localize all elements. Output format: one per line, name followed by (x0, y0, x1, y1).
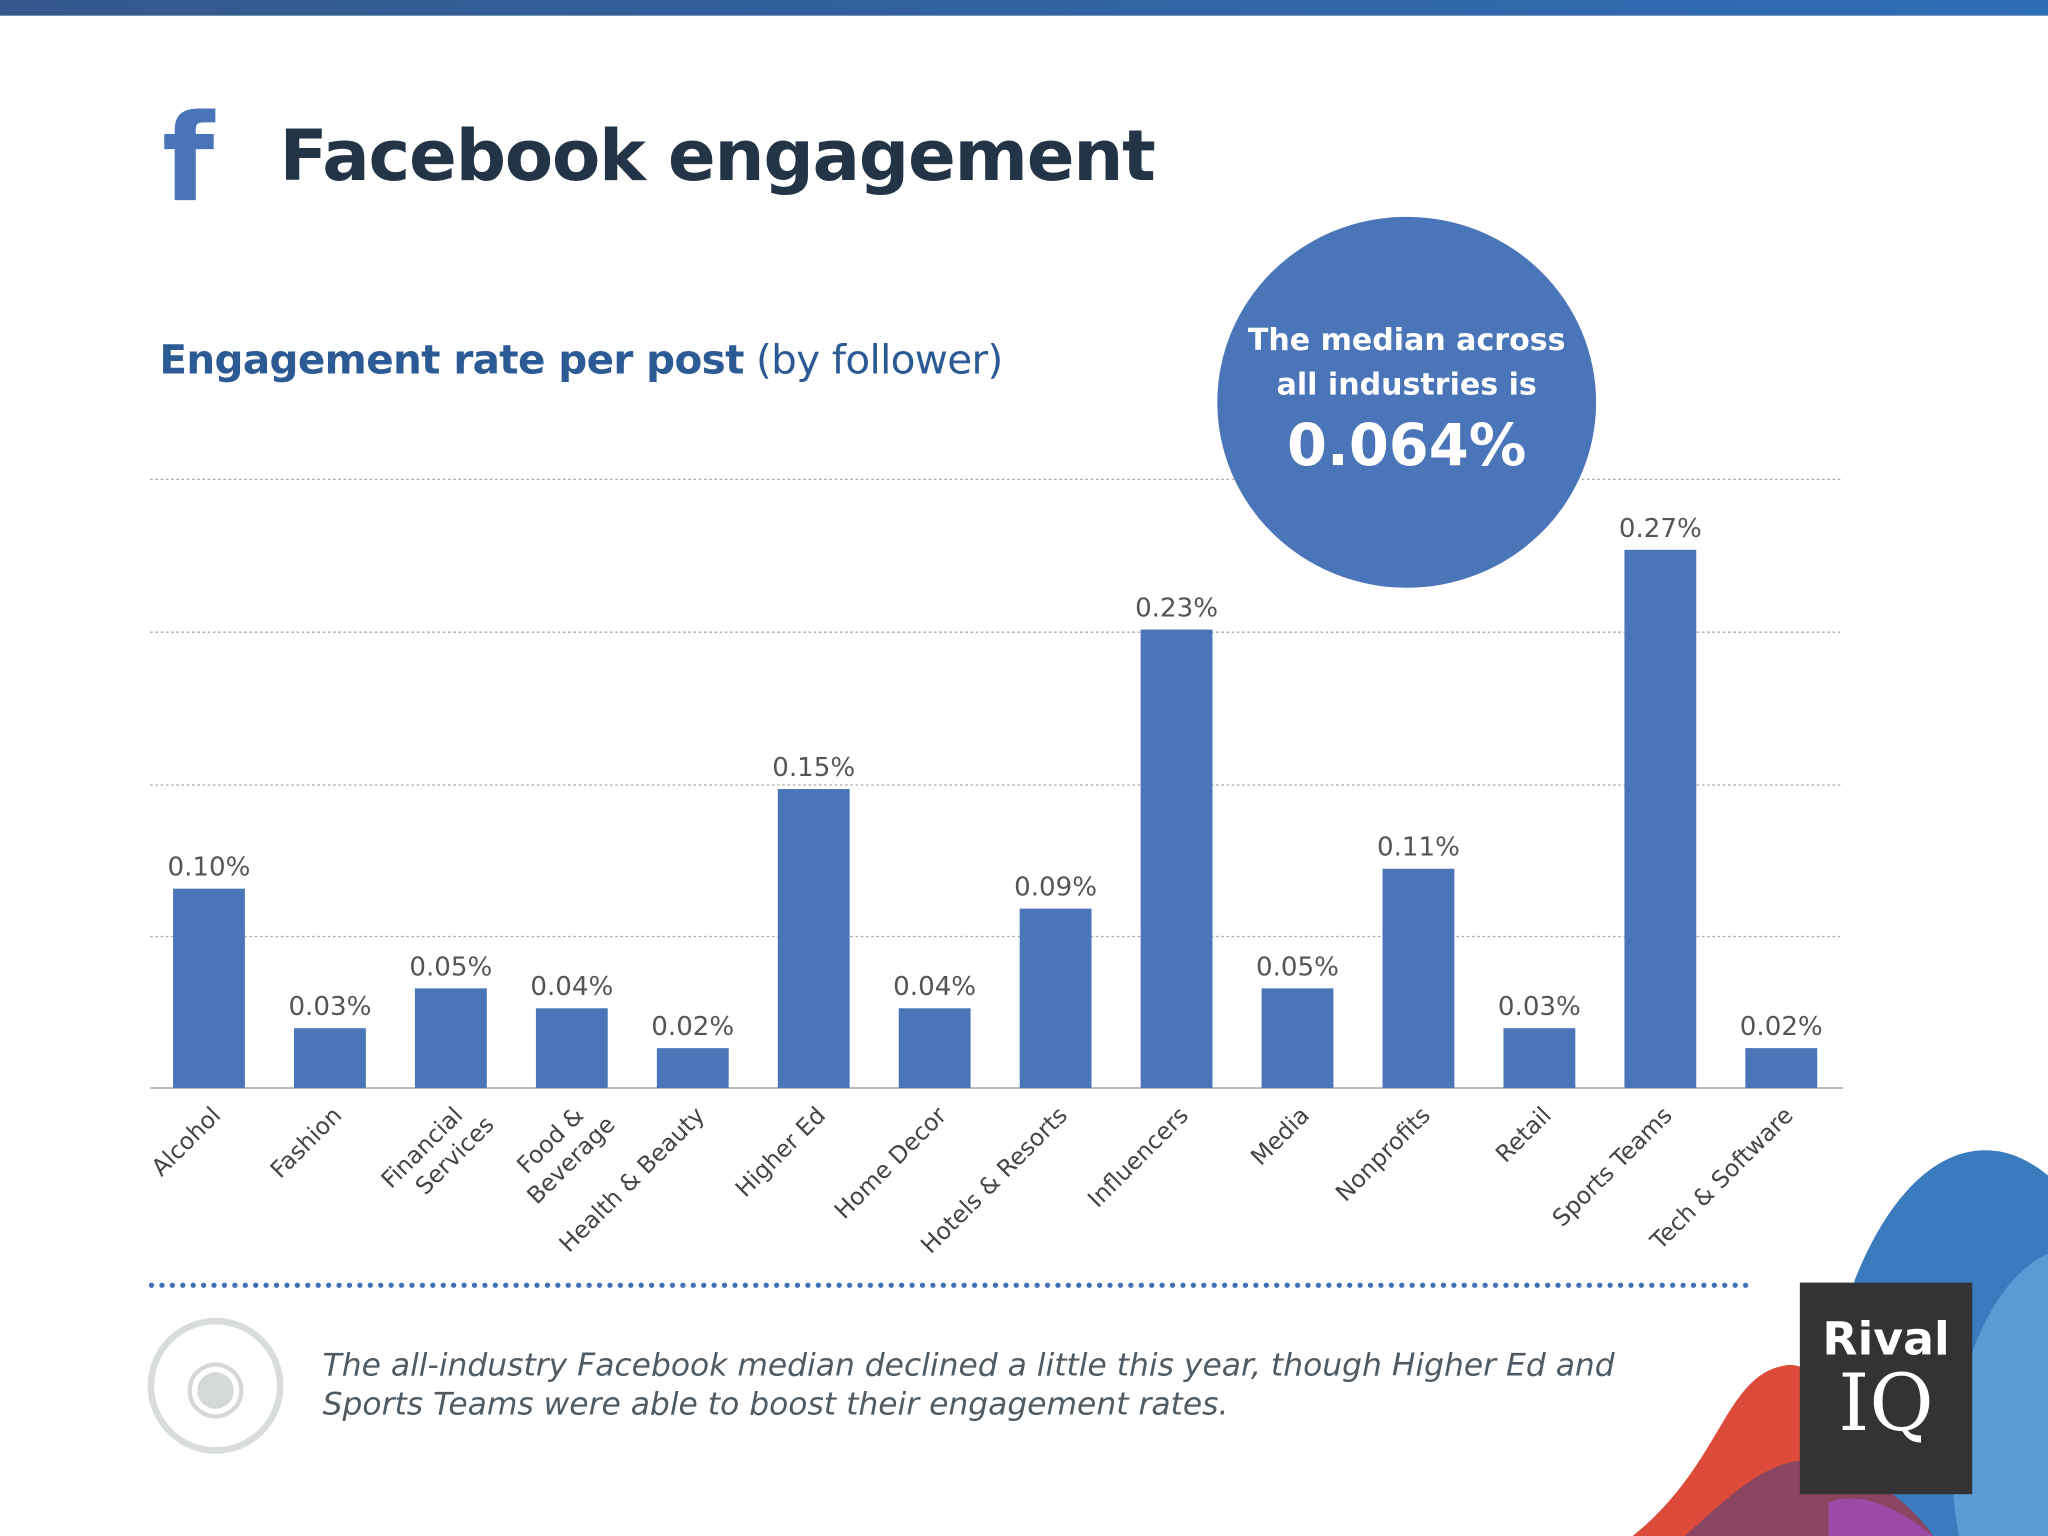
bar (1382, 868, 1455, 1088)
subtitle-rest: (by follower) (756, 336, 1003, 384)
subtitle-bold: Engagement rate per post (159, 336, 744, 384)
data-label: 0.10% (168, 853, 251, 883)
bar (1019, 908, 1092, 1088)
rivaliq-logo: Rival IQ (1799, 1282, 1973, 1495)
footnote: The all-industry Facebook median decline… (322, 1346, 1615, 1423)
divider (148, 1282, 1751, 1288)
category-label: Alcohol (146, 1101, 226, 1181)
data-label: 0.05% (1256, 952, 1339, 982)
data-label: 0.15% (772, 753, 855, 783)
data-label: 0.09% (1014, 873, 1097, 903)
data-label: 0.23% (1135, 594, 1218, 624)
category-label: Sports Teams (1547, 1101, 1678, 1232)
page-title: Facebook engagement (279, 114, 1156, 198)
top-bar (0, 0, 2048, 16)
bar (1503, 1028, 1576, 1088)
category-label: Higher Ed (730, 1101, 831, 1202)
data-label: 0.04% (893, 972, 976, 1002)
category-label: Retail (1490, 1101, 1557, 1168)
data-label: 0.02% (1740, 1012, 1823, 1042)
data-label: 0.05% (409, 952, 492, 982)
data-label: 0.11% (1377, 833, 1460, 863)
bar (1624, 549, 1697, 1088)
bar (535, 1008, 608, 1088)
callout-text: The median across all industries is (1217, 319, 1596, 408)
bar (777, 789, 850, 1088)
category-label: Fashion (265, 1101, 348, 1184)
bar (1140, 629, 1213, 1088)
median-callout: The median across all industries is 0.064… (1217, 216, 1597, 588)
bar (414, 988, 487, 1088)
category-label: Home Decor (829, 1101, 953, 1225)
category-label: FinancialServices (376, 1090, 500, 1214)
callout-line1: The median across (1247, 323, 1566, 358)
bar (294, 1028, 366, 1088)
callout-value: 0.064% (1286, 412, 1527, 480)
bar-chart: 0.10% Alcohol 0.03% Fashion 0.05% FinancialSe… (146, 478, 1843, 1259)
category-label: Nonprofits (1330, 1101, 1436, 1207)
bar (656, 1048, 729, 1088)
bar (898, 1008, 971, 1088)
category-label: Influencers (1082, 1101, 1194, 1213)
data-label: 0.03% (288, 992, 371, 1022)
bar (1745, 1048, 1818, 1088)
callout-line2: all industries is (1276, 368, 1537, 403)
data-label: 0.03% (1498, 992, 1581, 1022)
bar (173, 888, 245, 1088)
chart-subtitle: Engagement rate per post (by follower) (159, 336, 1003, 384)
data-label: 0.27% (1619, 514, 1702, 544)
facebook-icon: f (161, 88, 215, 229)
data-label: 0.02% (651, 1012, 734, 1042)
lightbulb-icon: ◉ (147, 1317, 284, 1454)
data-label: 0.04% (530, 972, 613, 1002)
bar (1261, 988, 1334, 1088)
category-label: Media (1245, 1101, 1315, 1171)
